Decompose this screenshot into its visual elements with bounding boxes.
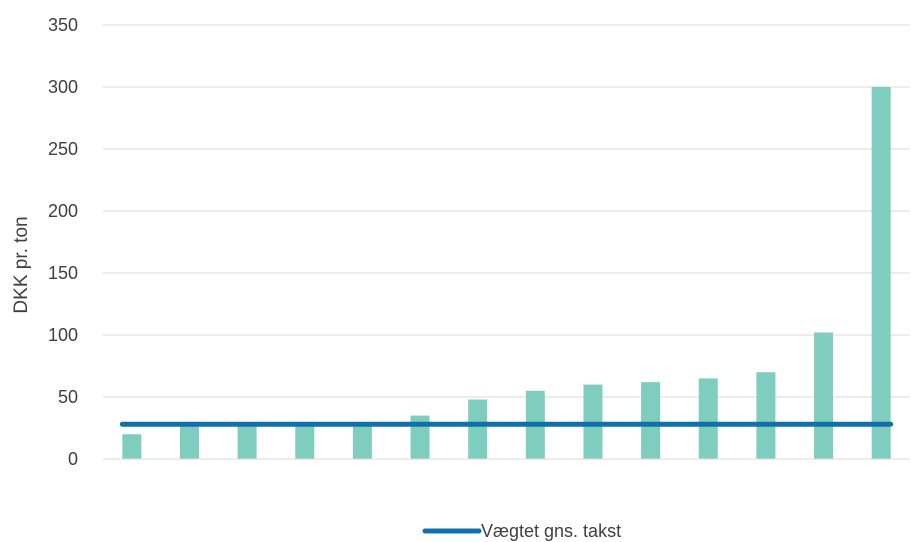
bar	[352, 424, 372, 459]
bar	[641, 382, 661, 459]
y-axis-title: DKK pr. ton	[11, 216, 32, 313]
y-tick-label: 300	[48, 77, 78, 97]
legend: Vægtet gns. takst	[422, 521, 621, 541]
bar	[756, 372, 776, 459]
bars	[122, 87, 891, 459]
y-tick-label: 350	[48, 15, 78, 35]
bar	[122, 434, 142, 459]
y-tick-label: 250	[48, 139, 78, 159]
bar	[698, 378, 718, 459]
bar	[468, 399, 488, 459]
y-tick-label: 100	[48, 325, 78, 345]
gridlines	[103, 24, 910, 398]
y-axis-tick-labels: 0 50 100 150 200 250 300 350	[48, 15, 78, 469]
legend-label: Vægtet gns. takst	[481, 521, 621, 541]
y-tick-label: 50	[58, 387, 78, 407]
y-tick-label: 200	[48, 201, 78, 221]
y-tick-label: 0	[68, 449, 78, 469]
bar	[871, 87, 891, 459]
bar	[237, 424, 257, 459]
y-tick-label: 150	[48, 263, 78, 283]
bar	[814, 332, 834, 459]
bar	[179, 424, 199, 459]
bar	[295, 424, 315, 459]
